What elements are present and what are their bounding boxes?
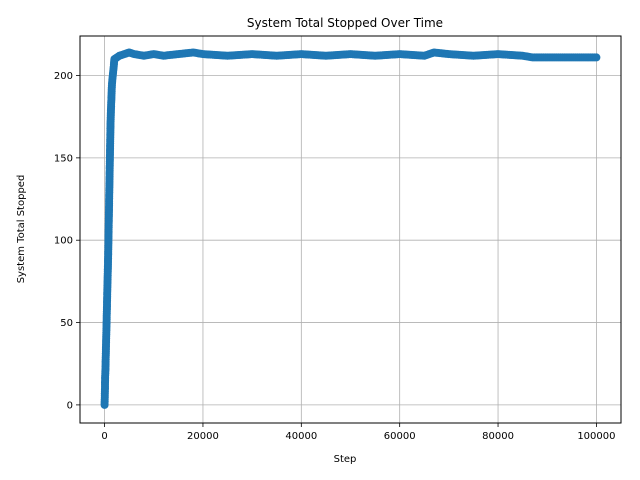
data-point <box>592 53 601 62</box>
y-tick-label: 150 <box>54 153 73 164</box>
plot-frame <box>79 35 622 424</box>
x-tick-label: 100000 <box>577 431 615 442</box>
y-axis-ticks: 0 50 100 150 200 <box>54 71 80 411</box>
x-tick-label: 0 <box>101 431 107 442</box>
x-tick-label: 20000 <box>187 431 219 442</box>
x-axis-label: Step <box>334 454 357 465</box>
y-tick-label: 50 <box>60 318 73 329</box>
y-tick-label: 200 <box>54 71 73 82</box>
y-tick-label: 100 <box>54 236 73 247</box>
x-tick-label: 80000 <box>482 431 514 442</box>
x-tick-label: 40000 <box>285 431 317 442</box>
x-axis-ticks: 0 20000 40000 60000 80000 100000 <box>101 423 616 442</box>
data-series <box>100 48 601 409</box>
grid-lines <box>80 36 621 423</box>
x-tick-label: 60000 <box>384 431 416 442</box>
chart-title: System Total Stopped Over Time <box>247 16 443 30</box>
y-tick-label: 0 <box>67 400 73 411</box>
y-axis-label: System Total Stopped <box>16 175 27 284</box>
